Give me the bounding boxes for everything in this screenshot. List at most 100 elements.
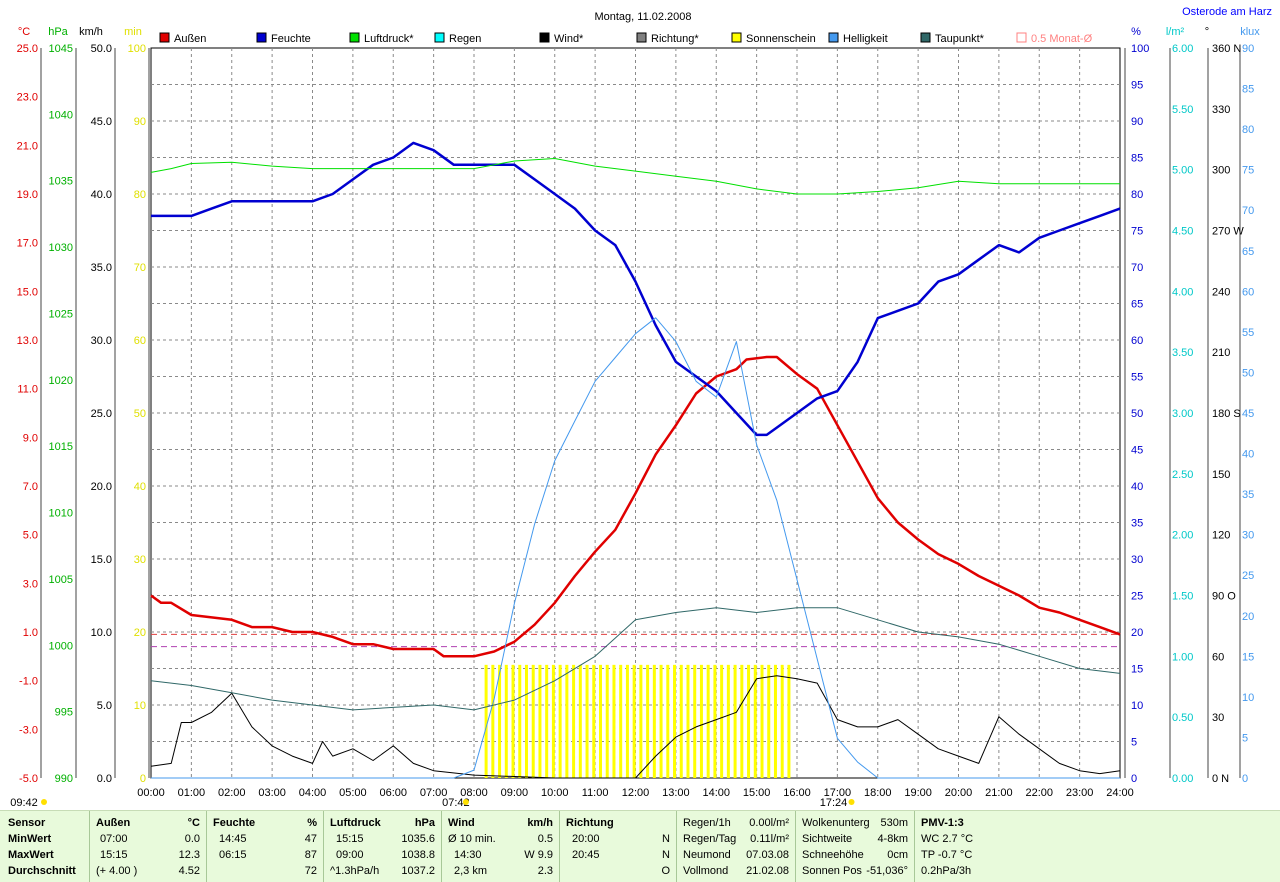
x-tick-11: 11:00 <box>582 787 609 799</box>
footer-wind-max-time: 14:30 <box>454 849 482 861</box>
sunshine-bar-29 <box>679 664 683 778</box>
tick-direction-2: 300 <box>1212 165 1230 177</box>
tick-sun-4: 60 <box>134 335 146 347</box>
footer-sonnenpos-label: Sonnen Pos <box>802 865 862 877</box>
x-tick-1: 01:00 <box>178 787 206 799</box>
x-tick-10: 10:00 <box>541 787 569 799</box>
footer-aussen-max: 12.3 <box>178 849 200 861</box>
footer-aussen-min-time: 07:00 <box>100 833 128 845</box>
tick-humidity-19: 5 <box>1131 737 1137 749</box>
weather-chart: Montag, 11.02.2008 Osterode am Harz Auße… <box>10 6 1272 809</box>
tick-humidity-17: 15 <box>1131 664 1143 676</box>
tick-light-16: 10 <box>1242 692 1254 704</box>
footer-feuchte-max-time: 06:15 <box>219 849 247 861</box>
unit-sun: min <box>124 26 142 38</box>
sunshine-bar-42 <box>767 664 771 778</box>
x-tick-13: 13:00 <box>662 787 690 799</box>
tick-temp-0: 25.0 <box>17 43 38 55</box>
tick-light-1: 85 <box>1242 84 1254 96</box>
tick-temp-5: 15.0 <box>17 286 38 298</box>
footer-windchill: WC 2.7 °C <box>921 833 974 845</box>
x-tick-16: 16:00 <box>783 787 811 799</box>
footer-taupunkt: TP -0.7 °C <box>921 849 973 861</box>
tick-temp-14: -3.0 <box>19 724 38 736</box>
footer-col-sensor: Sensor MinWert MaxWert Durchschnitt <box>0 811 88 882</box>
footer-aussen-header: Außen <box>96 817 131 829</box>
footer-luftdruck-max-time: 09:00 <box>336 849 364 861</box>
tick-rain-12: 0.00 <box>1172 773 1193 785</box>
tick-light-17: 5 <box>1242 732 1248 744</box>
footer-richtung-max: N <box>662 849 670 861</box>
tick-direction-1: 330 <box>1212 104 1230 116</box>
sunshine-bar-11 <box>558 664 562 778</box>
footer-luftdruck-max: 1038.8 <box>401 849 435 861</box>
footer-regen-tag-label: Regen/Tag <box>683 833 737 845</box>
tick-direction-9: 90 O <box>1212 591 1236 603</box>
sunshine-bar-5 <box>518 664 522 778</box>
sunshine-bar-38 <box>740 664 744 778</box>
footer-col-luftdruck: Luftdruck hPa 15:15 1035.6 09:00 1038.8 … <box>323 811 441 882</box>
legend-swatch-9 <box>1016 32 1027 43</box>
sunshine-bar-9 <box>545 664 549 778</box>
tick-light-7: 55 <box>1242 327 1254 339</box>
current-time-icon <box>41 799 47 805</box>
footer-max-label: MaxWert <box>8 849 54 861</box>
tick-humidity-20: 0 <box>1131 773 1137 785</box>
footer-col-regen: Regen/1h 0.00l/m² Regen/Tag 0.11l/m² Neu… <box>676 811 795 882</box>
tick-rain-0: 6.00 <box>1172 43 1193 55</box>
tick-humidity-7: 65 <box>1131 299 1143 311</box>
series-line-3 <box>150 675 1121 779</box>
sunshine-bar-19 <box>612 664 616 778</box>
footer-sensor-header: Sensor <box>8 817 46 829</box>
tick-direction-3: 270 W <box>1212 226 1244 238</box>
tick-sun-5: 50 <box>134 408 146 420</box>
tick-temp-7: 11.0 <box>17 384 38 396</box>
x-tick-18: 18:00 <box>864 787 892 799</box>
tick-temp-2: 21.0 <box>17 140 38 152</box>
sunshine-bar-4 <box>511 664 515 778</box>
tick-rain-5: 3.50 <box>1172 347 1193 359</box>
x-tick-23: 23:00 <box>1066 787 1094 799</box>
axis-unit-labels: °C hPa km/h min% l/m² ° klux <box>18 26 1260 38</box>
footer-richtung-min: N <box>662 833 670 845</box>
legend-swatch-2 <box>349 32 360 43</box>
legend-swatch-7 <box>828 32 839 43</box>
x-tick-4: 04:00 <box>299 787 327 799</box>
sunshine-bar-37 <box>733 664 737 778</box>
sunshine-bar-10 <box>551 664 555 778</box>
footer-schnee-label: Schneehöhe <box>802 849 864 861</box>
tick-humidity-8: 60 <box>1131 335 1143 347</box>
tick-sun-1: 90 <box>134 116 146 128</box>
series-line-5 <box>150 607 1121 711</box>
tick-direction-5: 210 <box>1212 347 1230 359</box>
tick-light-10: 40 <box>1242 449 1254 461</box>
tick-wind-9: 5.0 <box>97 700 112 712</box>
tick-wind-0: 50.0 <box>91 43 112 55</box>
sunshine-bar-18 <box>605 664 609 778</box>
tick-temp-1: 23.0 <box>17 92 38 104</box>
footer-schnee: 0cm <box>887 849 908 861</box>
legend-label-6: Sonnenschein <box>746 33 816 45</box>
legend-label-2: Luftdruck* <box>364 33 414 45</box>
footer-luftdruck-header: Luftdruck <box>330 817 381 829</box>
footer-col-wolken: Wolkenunterg 530m Sichtweite 4-8km Schne… <box>795 811 914 882</box>
tick-pressure-3: 1030 <box>49 242 73 254</box>
sunshine-bar-28 <box>673 664 677 778</box>
footer-luftdruck-unit: hPa <box>414 817 435 829</box>
series-line-1 <box>151 141 1121 437</box>
footer-neumond-label: Neumond <box>683 849 731 861</box>
footer-feuchte-min-time: 14:45 <box>219 833 247 845</box>
tick-direction-6: 180 S <box>1212 408 1241 420</box>
unit-temp: °C <box>18 26 30 38</box>
footer-aussen-avg-note: (+ 4.00 ) <box>96 865 138 877</box>
footer-richtung-avg: O <box>661 865 670 877</box>
tick-temp-3: 19.0 <box>17 189 38 201</box>
tick-humidity-11: 45 <box>1131 445 1143 457</box>
location-label[interactable]: Osterode am Harz <box>1182 6 1272 18</box>
footer-col-feuchte: Feuchte % 14:45 47 06:15 87 72 <box>206 811 323 882</box>
sunshine-bar-36 <box>726 664 730 778</box>
footer-sichtweite-label: Sichtweite <box>802 833 853 845</box>
sunshine-bar-26 <box>659 664 663 778</box>
footer-wind-avg10-label: Ø 10 min. <box>448 833 496 845</box>
x-tick-15: 15:00 <box>743 787 771 799</box>
